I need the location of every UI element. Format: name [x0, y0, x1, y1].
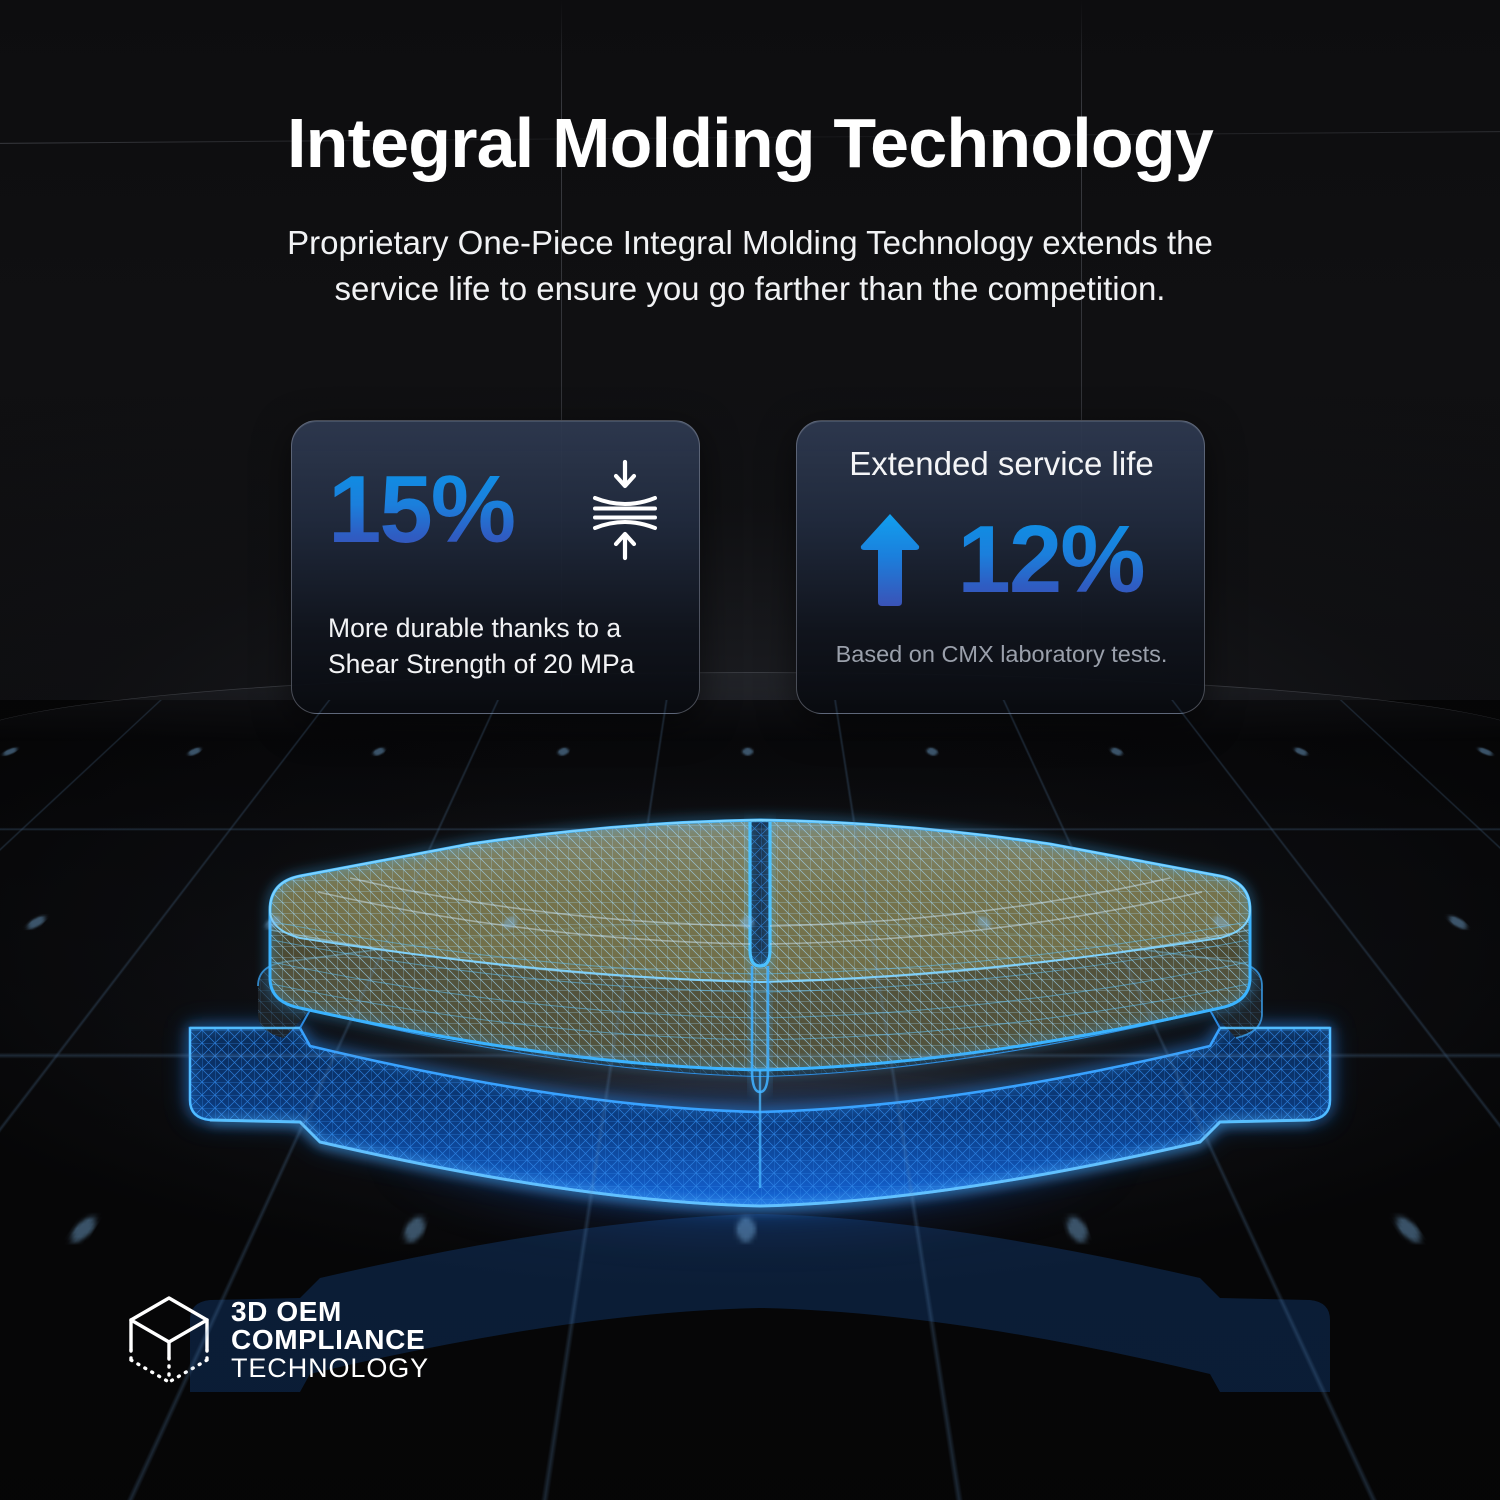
product-reflection	[190, 1214, 1330, 1392]
service-life-title: Extended service life	[849, 445, 1154, 482]
durability-description: More durable thanks to a Shear Strength …	[328, 613, 635, 680]
durability-card: 15%	[291, 420, 700, 714]
service-life-value: 12%	[957, 505, 1145, 613]
compression-icon	[589, 458, 661, 562]
logo-line-1: 3D OEM	[231, 1295, 342, 1327]
arrow-up-icon	[861, 514, 920, 606]
wall-vertical-seam-left	[561, 0, 562, 760]
logo-line-2: COMPLIANCE	[231, 1324, 426, 1356]
durability-value: 15%	[328, 455, 516, 563]
service-life-card: Extended service life 12% Based on CMX l…	[796, 420, 1205, 714]
center-slot	[748, 822, 772, 1188]
page-title: Integral Molding Technology	[287, 104, 1214, 182]
service-life-value-row: 12%	[797, 504, 1204, 616]
logo: 3D OEM COMPLIANCE TECHNOLOGY	[125, 1292, 429, 1388]
friction-bevels	[317, 877, 1203, 945]
logo-text: 3D OEM COMPLIANCE TECHNOLOGY	[231, 1295, 430, 1383]
wall-vertical-seam-right	[1081, 0, 1082, 760]
wireframe-cube-icon	[129, 1296, 209, 1384]
brake-pad-wireframe	[150, 770, 1370, 1392]
service-life-note: Based on CMX laboratory tests.	[835, 641, 1168, 667]
page-subtitle: Proprietary One-Piece Integral Molding T…	[287, 224, 1213, 308]
mounting-ears	[189, 1026, 1331, 1123]
logo-line-3: TECHNOLOGY	[231, 1352, 430, 1383]
background-wall	[0, 0, 1500, 760]
durability-card-top-row: 15%	[328, 455, 673, 565]
